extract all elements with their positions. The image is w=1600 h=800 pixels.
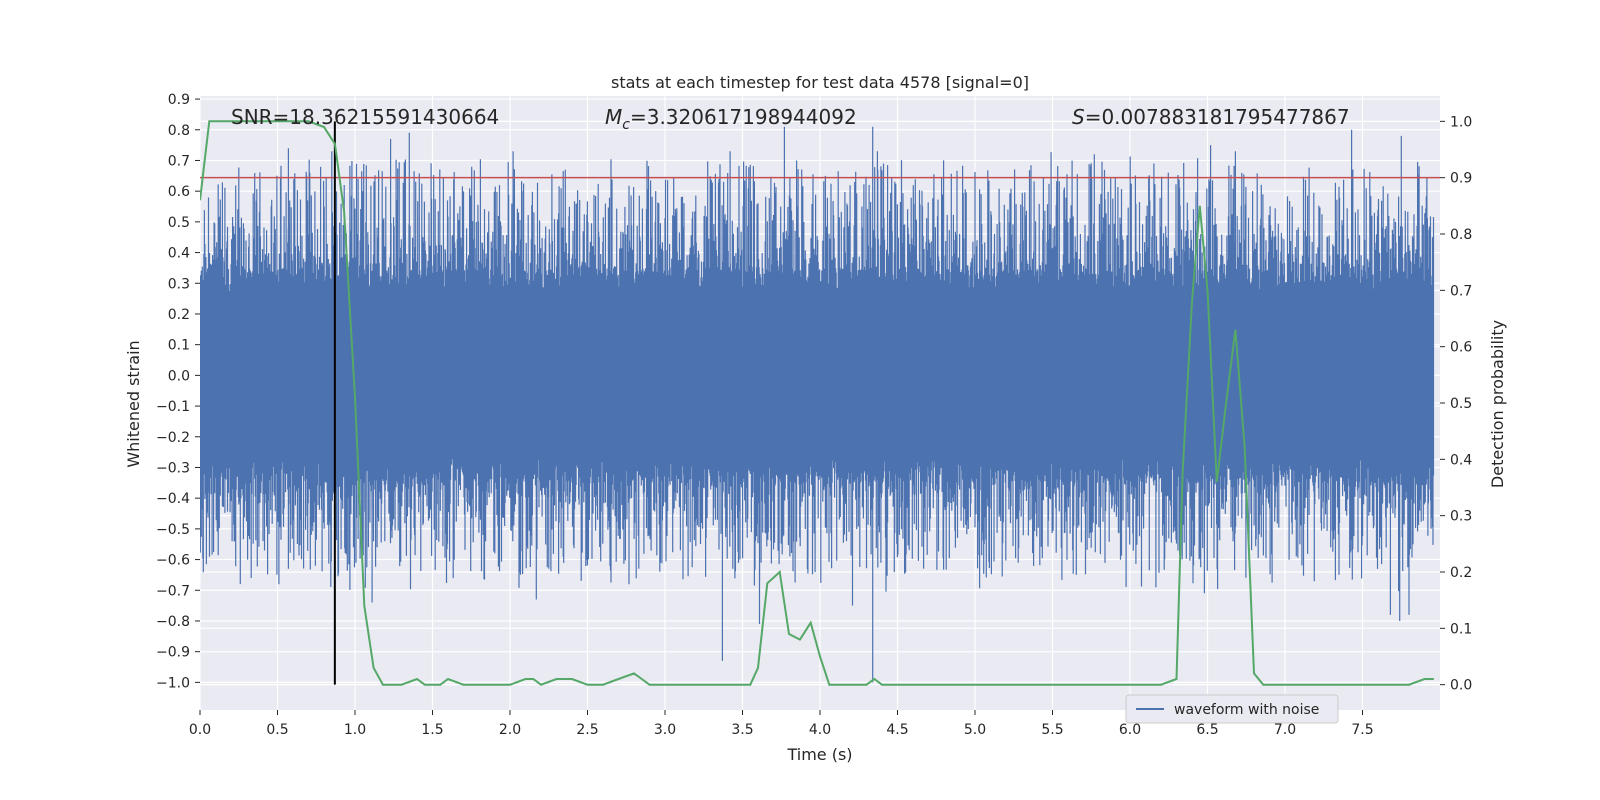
y2-tick-label: 0.6	[1450, 340, 1472, 356]
x-tick-label: 0.5	[266, 722, 288, 738]
y-tick-label: −0.4	[156, 491, 190, 507]
y-tick-label: 0.5	[168, 215, 190, 231]
x-axis-title: Time (s)	[786, 745, 852, 764]
x-tick-label: 7.0	[1274, 722, 1296, 738]
y-tick-label: 0.7	[168, 153, 190, 169]
x-tick-label: 3.5	[731, 722, 753, 738]
y-tick-label: 0.6	[168, 184, 190, 200]
x-tick-label: 2.0	[499, 722, 521, 738]
y-tick-label: −0.9	[156, 645, 190, 661]
y2-axis-ticks: 1.0 0.9 0.8 0.7 0.6 0.5 0.4 0.3 0.2 0.1 0.0	[1440, 114, 1472, 694]
s-annotation: S=0.007883181795477867	[1072, 105, 1350, 129]
x-tick-label: 6.5	[1196, 722, 1218, 738]
snr-annotation: SNR=18.36215591430664	[231, 105, 499, 129]
legend-box	[1125, 694, 1339, 724]
y-tick-label: −1.0	[156, 675, 190, 691]
y-tick-label: 0.8	[168, 123, 190, 139]
legend: waveform with noise	[1125, 694, 1339, 724]
y2-tick-label: 0.3	[1450, 509, 1472, 525]
y2-tick-label: 0.0	[1450, 678, 1472, 694]
chirp-mass-value: =3.320617198944092	[630, 105, 857, 129]
y-axis-ticks: 0.9 0.8 0.7 0.6 0.5 0.4 0.3 0.2 0.1 0.0 −0.1 −0.2 −0…	[156, 92, 200, 691]
y2-tick-label: 1.0	[1450, 114, 1472, 130]
y-tick-label: −0.3	[156, 460, 190, 476]
x-tick-label: 5.5	[1041, 722, 1063, 738]
x-tick-label: 6.0	[1119, 722, 1141, 738]
chirp-mass-symbol: M	[605, 105, 622, 129]
x-tick-label: 2.5	[576, 722, 598, 738]
x-tick-label: 0.0	[189, 722, 211, 738]
y-tick-label: 0.0	[168, 368, 190, 384]
detection-probability-line	[200, 120, 1434, 686]
y2-tick-label: 0.8	[1450, 227, 1472, 243]
x-tick-label: 1.5	[421, 722, 443, 738]
y-tick-label: −0.2	[156, 430, 190, 446]
y2-tick-label: 0.5	[1450, 396, 1472, 412]
y2-tick-label: 0.1	[1450, 621, 1472, 637]
y2-tick-label: 0.7	[1450, 283, 1472, 299]
y-axis-title: Whitened strain	[124, 340, 143, 467]
x-tick-label: 1.0	[344, 722, 366, 738]
x-tick-label: 5.0	[964, 722, 986, 738]
y2-tick-label: 0.2	[1450, 565, 1472, 581]
y-tick-label: 0.1	[168, 338, 190, 354]
y-tick-label: −0.1	[156, 399, 190, 415]
x-tick-label: 4.5	[886, 722, 908, 738]
x-tick-label: 3.0	[654, 722, 676, 738]
x-tick-label: 7.5	[1351, 722, 1373, 738]
chirp-mass-annotation: Mc=3.320617198944092	[605, 105, 857, 133]
y2-tick-label: 0.4	[1450, 452, 1472, 468]
y-tick-label: 0.4	[168, 246, 190, 262]
chirp-mass-subscript: c	[622, 117, 630, 133]
legend-label: waveform with noise	[1174, 702, 1319, 718]
waveform-series	[200, 126, 1435, 683]
y-tick-label: −0.8	[156, 614, 190, 630]
waveform-trace	[200, 126, 1435, 683]
y2-axis-title: Detection probability	[1488, 320, 1507, 488]
y-tick-label: 0.2	[168, 307, 190, 323]
s-symbol: S	[1072, 105, 1085, 129]
x-axis-ticks: 0.0 0.5 1.0 1.5 2.0 2.5 3.0 3.5 4.0 4.5 5.0 5.5 6.0 6…	[189, 710, 1374, 738]
y-tick-label: 0.3	[168, 276, 190, 292]
chart-title: stats at each timestep for test data 457…	[611, 73, 1029, 92]
s-value: =0.007883181795477867	[1085, 105, 1350, 129]
y-tick-label: −0.5	[156, 522, 190, 538]
x-tick-label: 4.0	[809, 722, 831, 738]
y-tick-label: −0.6	[156, 553, 190, 569]
y2-tick-label: 0.9	[1450, 171, 1472, 187]
y-tick-label: −0.7	[156, 583, 190, 599]
y-tick-label: 0.9	[168, 92, 190, 108]
